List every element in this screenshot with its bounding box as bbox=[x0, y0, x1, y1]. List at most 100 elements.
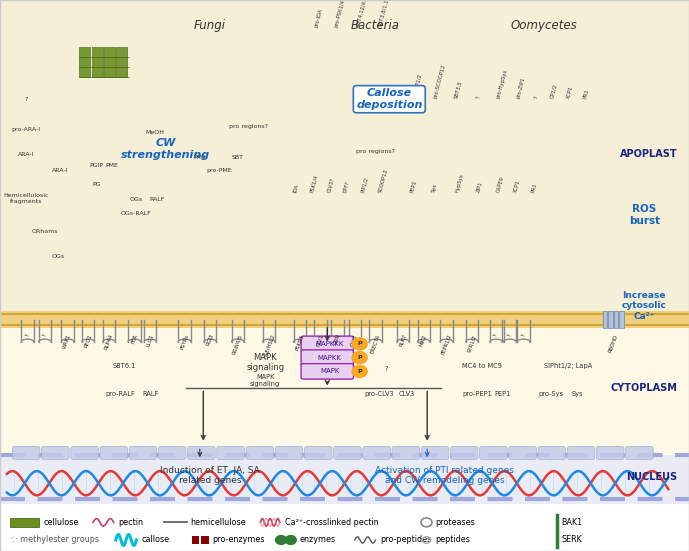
Text: peptides: peptides bbox=[435, 536, 471, 544]
Text: Ca²⁺-crosslinked pectin: Ca²⁺-crosslinked pectin bbox=[285, 518, 378, 527]
FancyBboxPatch shape bbox=[333, 446, 361, 460]
Text: Increase
cytosolic
Ca²⁺: Increase cytosolic Ca²⁺ bbox=[621, 291, 667, 321]
Text: pro-enzymes: pro-enzymes bbox=[212, 536, 265, 544]
Text: CYTOPLASM: CYTOPLASM bbox=[610, 383, 677, 393]
FancyBboxPatch shape bbox=[275, 446, 302, 460]
Text: PEPR1/2: PEPR1/2 bbox=[440, 333, 453, 355]
Text: ?: ? bbox=[475, 95, 481, 99]
Bar bbox=[10, 518, 39, 527]
Text: CLV3: CLV3 bbox=[398, 391, 415, 397]
Text: MAPKK: MAPKK bbox=[318, 355, 342, 360]
Text: pro-PEP1: pro-PEP1 bbox=[462, 391, 493, 397]
Text: pro-peptides: pro-peptides bbox=[380, 536, 431, 544]
Text: ?: ? bbox=[534, 95, 539, 99]
Text: pro-ZIP1: pro-ZIP1 bbox=[515, 77, 526, 99]
FancyBboxPatch shape bbox=[12, 446, 40, 460]
Text: Callose
deposition: Callose deposition bbox=[356, 88, 422, 110]
Text: pectin: pectin bbox=[119, 518, 143, 527]
Text: CAPE9: CAPE9 bbox=[496, 175, 505, 193]
FancyBboxPatch shape bbox=[71, 446, 99, 460]
Text: SCOOP12: SCOOP12 bbox=[378, 168, 389, 193]
Text: IDA: IDA bbox=[293, 183, 300, 193]
Text: Activation of PTI related genes
and CW remodeling genes: Activation of PTI related genes and CW r… bbox=[375, 466, 514, 485]
FancyBboxPatch shape bbox=[301, 364, 353, 379]
Text: PSK1/4: PSK1/4 bbox=[309, 174, 318, 193]
Text: RALF: RALF bbox=[142, 391, 158, 397]
FancyBboxPatch shape bbox=[41, 446, 69, 460]
Text: ?: ? bbox=[25, 333, 30, 338]
Text: PG: PG bbox=[92, 182, 101, 187]
Text: P: P bbox=[358, 369, 362, 374]
FancyBboxPatch shape bbox=[597, 446, 624, 460]
Text: pro regions?: pro regions? bbox=[356, 149, 395, 154]
Text: PR1: PR1 bbox=[531, 182, 538, 193]
Text: pro-CLV3: pro-CLV3 bbox=[364, 391, 393, 397]
Text: CW
strengthening: CW strengthening bbox=[121, 138, 210, 160]
Text: PR1: PR1 bbox=[582, 88, 590, 99]
Bar bbox=[0, 311, 689, 328]
Text: ?: ? bbox=[42, 333, 48, 338]
Text: APOPLAST: APOPLAST bbox=[619, 149, 677, 159]
Text: SBT3.5: SBT3.5 bbox=[453, 80, 463, 99]
Text: pro-ARA-I: pro-ARA-I bbox=[12, 127, 41, 132]
Text: PSYRs: PSYRs bbox=[180, 333, 189, 350]
Text: RGW4/5: RGW4/5 bbox=[232, 333, 244, 355]
Bar bbox=[603, 311, 607, 328]
Text: cellulose: cellulose bbox=[43, 518, 79, 527]
Text: MeOH: MeOH bbox=[145, 129, 165, 135]
Text: pro-IDA: pro-IDA bbox=[313, 7, 323, 28]
Text: MAPK
signaling: MAPK signaling bbox=[246, 353, 285, 372]
Bar bbox=[608, 311, 613, 328]
Text: Oomycetes: Oomycetes bbox=[511, 19, 577, 33]
Text: ORhams: ORhams bbox=[32, 229, 58, 234]
Text: MAPK: MAPK bbox=[320, 369, 340, 374]
Text: pro-PME: pro-PME bbox=[206, 168, 232, 174]
Text: FER: FER bbox=[130, 333, 138, 344]
Text: RALF: RALF bbox=[150, 197, 165, 202]
Text: pro-SCOOP12: pro-SCOOP12 bbox=[433, 63, 446, 99]
Text: SBT6.1: SBT6.1 bbox=[112, 364, 136, 369]
Text: PME: PME bbox=[106, 163, 119, 168]
Text: OGs-RALF: OGs-RALF bbox=[121, 211, 152, 217]
Text: pro-HypSys: pro-HypSys bbox=[496, 69, 508, 99]
FancyBboxPatch shape bbox=[301, 336, 353, 352]
Text: callose: callose bbox=[141, 536, 169, 544]
Text: enzymes: enzymes bbox=[300, 536, 336, 544]
Text: CLV3?: CLV3? bbox=[327, 176, 336, 193]
Text: OGs: OGs bbox=[52, 253, 65, 259]
Circle shape bbox=[352, 352, 367, 364]
Text: RLK7: RLK7 bbox=[398, 333, 408, 348]
FancyBboxPatch shape bbox=[246, 446, 274, 460]
Text: ?: ? bbox=[521, 333, 526, 338]
FancyBboxPatch shape bbox=[392, 446, 420, 460]
Bar bbox=[0, 311, 689, 328]
Text: RFO1: RFO1 bbox=[83, 333, 93, 348]
Text: Sys: Sys bbox=[431, 182, 438, 193]
Text: ZIP1: ZIP1 bbox=[475, 180, 483, 193]
Text: ?: ? bbox=[384, 366, 388, 372]
Text: BAK1: BAK1 bbox=[562, 518, 583, 527]
Bar bbox=[192, 536, 199, 544]
Bar bbox=[79, 47, 90, 77]
Text: Fungi: Fungi bbox=[194, 19, 226, 33]
Text: pro-RALF: pro-RALF bbox=[105, 391, 136, 397]
Text: MAPK
signaling: MAPK signaling bbox=[250, 374, 280, 387]
Text: SlPht1/2; LapA: SlPht1/2; LapA bbox=[544, 364, 593, 369]
Text: NUCLEUS: NUCLEUS bbox=[626, 472, 677, 482]
Text: WAK1: WAK1 bbox=[63, 333, 72, 349]
Text: EPF?: EPF? bbox=[343, 180, 351, 193]
Bar bbox=[201, 536, 209, 544]
Text: LLG1: LLG1 bbox=[145, 333, 155, 347]
Text: RBOHD: RBOHD bbox=[608, 333, 619, 353]
Text: Sys: Sys bbox=[572, 391, 583, 397]
Text: SBT: SBT bbox=[232, 154, 244, 160]
Text: ARA-I: ARA-I bbox=[52, 168, 69, 174]
Text: PIP1/2: PIP1/2 bbox=[360, 176, 369, 193]
Text: ERECTA: ERECTA bbox=[370, 333, 381, 354]
Text: SYR1/2: SYR1/2 bbox=[466, 333, 477, 353]
Bar bbox=[104, 47, 115, 77]
Text: PME: PME bbox=[194, 154, 206, 160]
FancyBboxPatch shape bbox=[305, 446, 332, 460]
Text: pro-PSK1/4: pro-PSK1/4 bbox=[334, 0, 347, 28]
FancyBboxPatch shape bbox=[301, 350, 353, 365]
